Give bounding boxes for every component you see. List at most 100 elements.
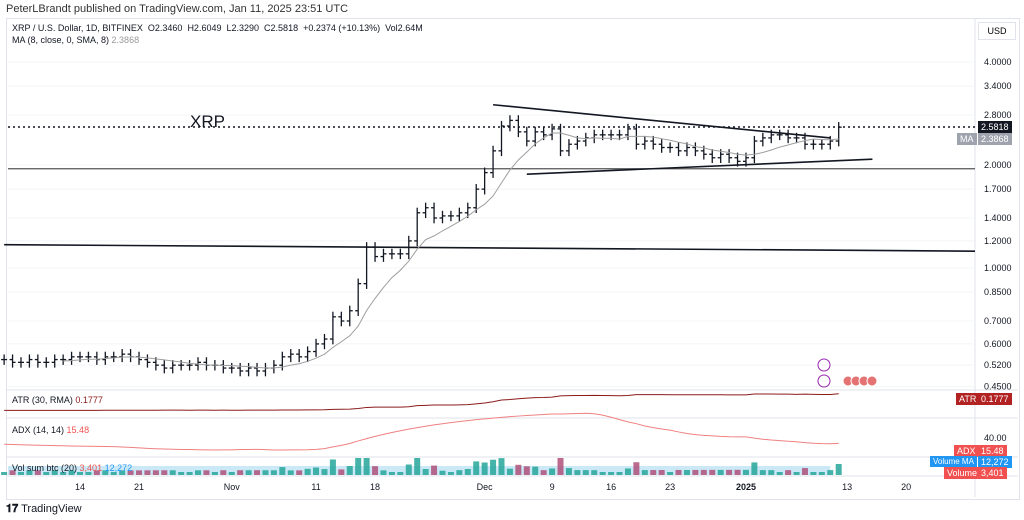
volume-bar — [734, 469, 741, 475]
volume-bar — [127, 470, 134, 475]
price-tick-label: 4.0000 — [984, 57, 1012, 67]
volume-ma-tag: Volume MA — [930, 456, 977, 467]
volume-bar — [161, 470, 168, 475]
volume-bar — [515, 464, 522, 475]
xrp-annotation[interactable]: XRP — [190, 112, 225, 131]
volume-bar — [34, 470, 41, 475]
volume-bar — [43, 472, 50, 475]
atr-label: ATR (30, RMA) — [12, 395, 73, 405]
volume-bar — [818, 472, 825, 475]
volume-bar — [591, 470, 598, 475]
adx-tick-label: 40.00 — [984, 433, 1007, 443]
last-price-tag: 2.5818 — [978, 121, 1012, 133]
volume-bar — [574, 470, 581, 475]
chart-frame[interactable] — [6, 18, 1020, 500]
vol-value: 3,401 — [79, 463, 103, 473]
volume-bar — [481, 462, 488, 475]
volume-bar — [195, 470, 202, 475]
time-tick-label: 21 — [134, 482, 144, 492]
price-tick-label: 1.4000 — [984, 213, 1012, 223]
volume-bar — [498, 458, 505, 475]
volume-bar — [641, 470, 648, 475]
volume-bar — [169, 470, 176, 475]
volume-bar — [414, 458, 421, 475]
time-tick-label: 18 — [370, 482, 380, 492]
time-tick-label: Dec — [477, 482, 494, 492]
volume-bar — [68, 470, 75, 475]
volume-bar — [439, 470, 446, 475]
volume-bar — [785, 470, 792, 475]
volume-bar — [835, 463, 842, 475]
volume-bar — [675, 469, 682, 475]
trendline — [492, 103, 831, 139]
atr-tag: ATR — [956, 393, 980, 405]
volume-bar — [313, 467, 320, 475]
volume-bar — [279, 467, 286, 475]
volume-bar — [726, 469, 733, 475]
volume-bar — [709, 469, 716, 475]
symbol-legend: XRP / U.S. Dollar, 1D, BITFINEX O2.3460 … — [12, 23, 423, 33]
adx-label: ADX (14, 14) — [12, 425, 65, 435]
atr-value: 0.1777 — [75, 395, 103, 405]
ma-legend[interactable]: MA (8, close, 0, SMA, 8) 2.3868 — [12, 35, 139, 45]
volume-bar — [287, 470, 294, 475]
volume-bar — [624, 468, 631, 475]
logo-text: TradingView — [21, 503, 82, 515]
volume-bar — [388, 472, 395, 475]
volume-legend[interactable]: Vol sum btc (20) 3,401 12,272 — [12, 463, 132, 473]
volume-bar — [237, 470, 244, 475]
time-tick-label: 23 — [665, 482, 675, 492]
price-tick-label: 0.6000 — [984, 339, 1012, 349]
tradingview-logo[interactable]: 𝟏𝟕 TradingView — [6, 503, 82, 515]
volume-bar — [801, 468, 808, 475]
ohlc-change: +0.2374 (+10.13%) — [303, 23, 381, 33]
volume-bar — [810, 472, 817, 475]
volume-bar — [110, 472, 117, 475]
volume-price-tag: 3,401 — [978, 467, 1007, 479]
adx-price-tag: 15.48 — [978, 445, 1007, 457]
volume-bar — [51, 470, 58, 475]
time-tick-label: 14 — [75, 482, 85, 492]
volume-bar — [296, 470, 303, 475]
time-tick-label: 16 — [606, 482, 616, 492]
economic-event-flag-icon — [866, 375, 878, 387]
currency-button[interactable]: USD — [978, 22, 1016, 40]
volume-bar — [220, 470, 227, 475]
adx-tag: ADX — [954, 445, 979, 457]
volume-bar — [93, 470, 100, 475]
price-tick-label: 3.4000 — [984, 81, 1012, 91]
volume-bar — [380, 470, 387, 475]
volume-bar — [667, 472, 674, 475]
adx-line — [4, 412, 839, 451]
volume-bar — [827, 470, 834, 475]
volume-bar — [119, 470, 126, 475]
volume-bar — [692, 469, 699, 475]
volume-bar — [464, 469, 471, 475]
ohlc-low: L2.3290 — [226, 23, 260, 33]
trendline — [4, 243, 976, 252]
volume-bar — [152, 470, 159, 475]
volume-bar — [304, 468, 311, 475]
price-tick-label: 2.0000 — [984, 160, 1012, 170]
volume-bar — [751, 462, 758, 475]
volume-bar — [397, 472, 404, 475]
ohlc-volume: Vol2.64M — [385, 23, 423, 33]
volume-bar — [228, 472, 235, 475]
volume-bar — [254, 470, 261, 475]
time-tick-label: 2025 — [736, 482, 756, 492]
price-tick-label: 0.8500 — [984, 287, 1012, 297]
vol-label: Vol sum btc (20) — [12, 463, 78, 473]
volume-bar — [490, 459, 497, 475]
volume-bar — [346, 466, 353, 475]
price-tick-label: 1.7000 — [984, 184, 1012, 194]
volume-bar — [363, 458, 370, 475]
adx-legend[interactable]: ADX (14, 14) 15.48 — [12, 425, 89, 435]
adx-value: 15.48 — [66, 425, 90, 435]
volume-bar — [616, 472, 623, 475]
atr-legend[interactable]: ATR (30, RMA) 0.1777 — [12, 395, 103, 405]
volume-bar — [321, 469, 328, 475]
volume-bar — [776, 472, 783, 475]
ma-tag: MA — [957, 133, 977, 145]
volume-bar — [759, 470, 766, 475]
